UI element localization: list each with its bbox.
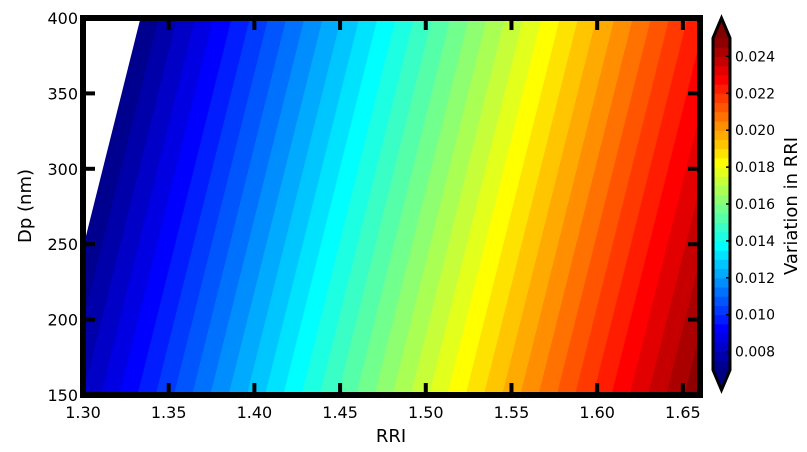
colorbar-band <box>713 56 730 67</box>
colorbar-band <box>713 314 730 325</box>
colorbar-band <box>713 204 730 214</box>
colorbar-tick-label: 0.014 <box>735 234 775 250</box>
colorbar-band <box>713 47 730 57</box>
plot-frame <box>80 15 703 398</box>
colorbar-band <box>713 250 730 260</box>
y-tick-label: 300 <box>47 160 78 179</box>
x-tick-label: 1.30 <box>65 403 101 422</box>
colorbar-band <box>713 287 730 297</box>
colorbar-tick-label: 0.024 <box>735 49 775 65</box>
colorbar-band <box>713 65 730 76</box>
y-tick-label: 200 <box>47 311 78 330</box>
y-axis-label: Dp (nm) <box>15 169 36 243</box>
colorbar-ticks: 0.008 0.010 0.012 0.014 0.016 0.018 0.020 0.022… <box>726 49 775 361</box>
x-tick-label: 1.45 <box>322 403 358 422</box>
x-tick-label: 1.50 <box>408 403 444 422</box>
colorbar-band <box>713 305 730 316</box>
colorbar-band <box>713 111 730 122</box>
colorbar-band <box>713 185 730 196</box>
colorbar-band <box>713 139 730 150</box>
colorbar-band <box>713 213 730 223</box>
x-tick-label: 1.40 <box>237 403 273 422</box>
colorbar-band <box>713 296 730 306</box>
colorbar-extend-min <box>713 370 730 390</box>
colorbar-band <box>713 277 730 288</box>
x-tick-label: 1.65 <box>665 403 701 422</box>
colorbar-band <box>713 268 730 279</box>
colorbar-band <box>713 231 730 242</box>
colorbar-band <box>713 157 730 168</box>
colorbar-extend-max <box>713 18 730 38</box>
x-tick-label: 1.35 <box>151 403 187 422</box>
y-tick-label: 400 <box>47 9 78 28</box>
colorbar-tick-label: 0.012 <box>735 271 775 287</box>
colorbar-band <box>713 93 730 104</box>
colorbar-band <box>713 194 730 205</box>
colorbar-tick-label: 0.010 <box>735 308 775 324</box>
colorbar-tick-label: 0.022 <box>735 86 775 102</box>
colorbar-band <box>713 84 730 94</box>
colorbar-band <box>713 342 730 353</box>
colorbar-band <box>713 38 730 48</box>
x-tick-label: 1.55 <box>494 403 530 422</box>
contour-band <box>684 332 700 395</box>
colorbar-band <box>713 351 730 362</box>
x-axis-label: RRI <box>376 426 406 447</box>
colorbar-tick-label: 0.008 <box>735 345 775 361</box>
y-axis: 150 200 250 300 350 400 <box>47 9 700 405</box>
colorbar-label: Variation in RRI <box>781 137 802 275</box>
colorbar-tick-label: 0.020 <box>735 123 775 139</box>
colorbar-band <box>713 333 730 343</box>
colorbar-tick-label: 0.016 <box>735 197 775 213</box>
colorbar-band <box>713 222 730 233</box>
x-axis: 1.30 1.35 1.40 1.45 1.50 1.55 1.60 1.65 <box>65 18 701 422</box>
colorbar-band <box>713 121 730 131</box>
y-tick-label: 150 <box>47 386 78 405</box>
colorbar-band <box>713 130 730 140</box>
colorbar <box>711 14 732 394</box>
colorbar-outline <box>711 14 732 394</box>
contour-fills <box>83 18 700 395</box>
colorbar-band <box>713 102 730 113</box>
colorbar-band <box>713 259 730 270</box>
colorbar-band <box>713 74 730 85</box>
y-tick-label: 350 <box>47 84 78 103</box>
colorbar-band <box>713 323 730 334</box>
colorbar-tick-label: 0.018 <box>735 160 775 176</box>
colorbar-band <box>713 176 730 187</box>
colorbar-band <box>713 360 730 371</box>
y-tick-label: 250 <box>47 235 78 254</box>
colorbar-band <box>713 148 730 159</box>
colorbar-band <box>713 167 730 177</box>
colorbar-band <box>713 240 730 251</box>
x-tick-label: 1.60 <box>579 403 615 422</box>
